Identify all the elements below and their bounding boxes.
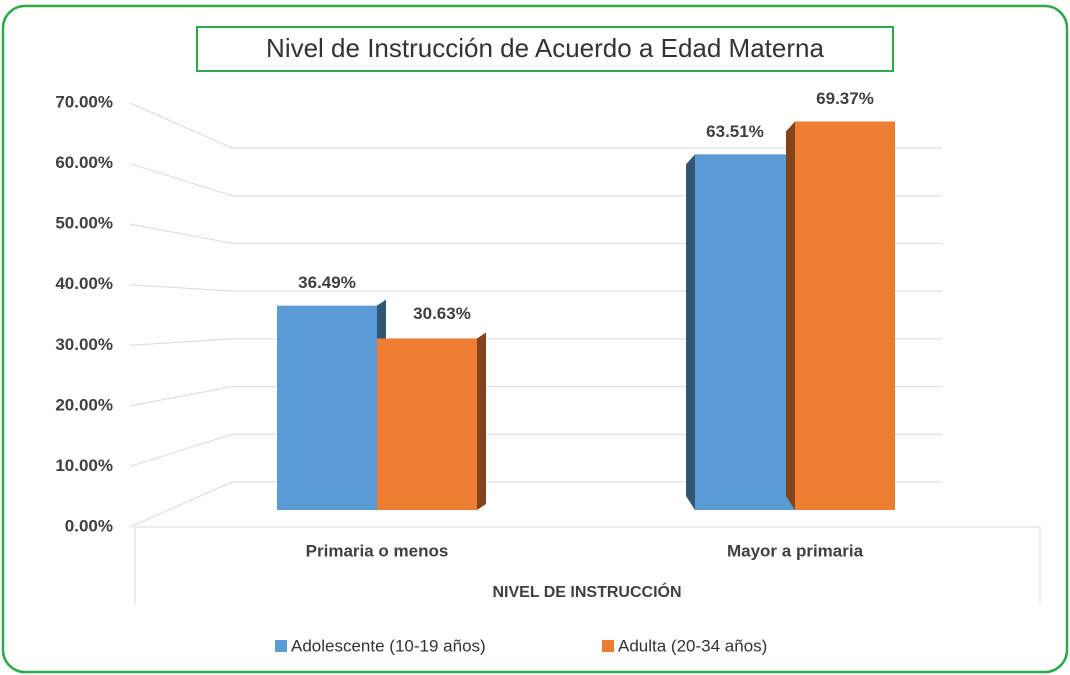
bar [786,121,895,510]
bar-front [795,121,895,510]
data-label: 36.49% [298,273,356,292]
y-tick-label: 30.00% [55,335,113,354]
chart-title: Nivel de Instrucción de Acuerdo a Edad M… [266,33,824,63]
y-tick-label: 0.00% [65,516,113,535]
bar-front [695,154,795,510]
bar [686,154,795,510]
bar-front [277,305,377,510]
y-tick-label: 10.00% [55,456,113,475]
x-axis-title: NIVEL DE INSTRUCCIÓN [492,582,681,601]
bar-shade [477,332,486,510]
data-label: 69.37% [816,89,874,108]
y-tick-label: 50.00% [55,214,113,233]
x-tick-label: Primaria o menos [306,541,449,560]
title-box [196,26,894,72]
x-tick-label: Mayor a primaria [727,541,864,560]
y-tick-label: 60.00% [55,153,113,172]
bar-side [477,332,486,510]
bar-front [377,338,477,510]
y-tick-label: 40.00% [55,274,113,293]
bar-side [686,154,695,510]
legend-label: Adolescente (10-19 años) [291,636,486,655]
bar-shade [786,121,795,510]
y-tick-label: 70.00% [55,92,113,111]
legend-swatch [275,640,287,652]
floor [134,526,1041,605]
y-tick-label: 20.00% [55,395,113,414]
bar [277,299,386,510]
legend-label: Adulta (20-34 años) [618,636,767,655]
grid-line [129,102,942,149]
data-label: 63.51% [706,122,764,141]
bar-shade [686,154,695,510]
data-label: 30.63% [413,304,471,323]
bar [377,332,486,510]
bar-side [786,121,795,510]
legend-swatch [602,640,614,652]
